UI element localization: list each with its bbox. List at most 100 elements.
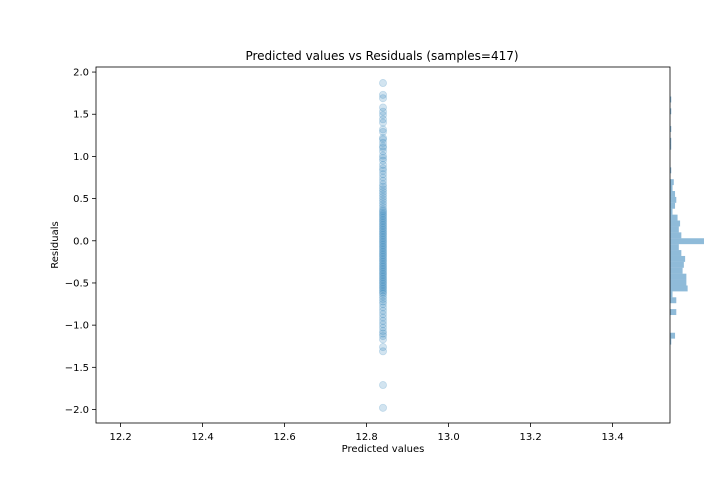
residual-point (378, 185, 387, 194)
y-tick-label: 1.0 (73, 152, 89, 163)
residual-point (378, 90, 387, 99)
residual-point (378, 170, 387, 179)
residual-point (378, 403, 387, 412)
residual-point (378, 219, 387, 228)
residual-point (378, 107, 387, 116)
residual-point (378, 156, 387, 165)
residual-point (378, 230, 387, 239)
residual-point (378, 203, 387, 212)
residual-point (378, 327, 387, 336)
residual-point (378, 94, 387, 103)
residual-point (378, 240, 387, 249)
residual-point (378, 281, 387, 290)
residual-point (378, 237, 387, 246)
histogram-bar (670, 250, 682, 256)
histogram-bar (670, 285, 688, 292)
residual-point (378, 313, 387, 322)
residual-point (378, 180, 387, 189)
residual-point (378, 135, 387, 144)
residual-point (378, 306, 387, 315)
x-tick-label: 12.4 (191, 432, 213, 443)
y-tick-label: −1.0 (65, 321, 89, 332)
residual-point (378, 111, 387, 120)
residual-point (378, 292, 387, 301)
residual-point (378, 247, 387, 256)
residual-point (378, 288, 387, 297)
y-axis-label: Residuals (50, 221, 61, 268)
residual-point (378, 300, 387, 309)
residual-point (378, 303, 387, 312)
residual-point (378, 332, 387, 341)
y-tick-label: 0.0 (73, 236, 89, 247)
chart-title: Predicted values vs Residuals (samples=4… (245, 49, 518, 63)
y-tick-label: 2.0 (73, 68, 89, 79)
residual-point (378, 329, 387, 338)
residual-point (378, 224, 387, 233)
residual-point (378, 142, 387, 151)
residual-point (378, 335, 387, 344)
residual-point (378, 143, 387, 152)
residual-point (378, 125, 387, 134)
y-tick-label: −0.5 (65, 278, 89, 289)
histogram-bar (670, 255, 686, 262)
residual-point (378, 212, 387, 221)
residual-point (378, 200, 387, 209)
y-tick-label: 1.5 (73, 110, 89, 121)
residual-point (378, 164, 387, 173)
residual-point (378, 210, 387, 219)
histogram-bar (670, 191, 676, 197)
residual-point (378, 147, 387, 156)
residual-point (378, 227, 387, 236)
residual-point (378, 251, 387, 260)
y-tick-label: −2.0 (65, 405, 89, 416)
residual-point (378, 242, 387, 251)
histogram-bar (670, 297, 677, 304)
histogram-bar (670, 267, 683, 274)
residual-point (378, 166, 387, 175)
residual-point (378, 244, 387, 253)
residual-point (378, 347, 387, 356)
residual-point (378, 197, 387, 206)
residual-point (378, 229, 387, 238)
histogram-bar (670, 167, 672, 174)
histogram-bar (670, 137, 672, 144)
residual-point (378, 261, 387, 270)
residual-point (378, 283, 387, 292)
residual-point (378, 234, 387, 243)
residual-point (378, 207, 387, 216)
histogram-bar (670, 261, 684, 268)
residual-point (378, 257, 387, 266)
histogram-bar (670, 279, 687, 286)
histogram-bar (670, 244, 679, 251)
residual-point (378, 252, 387, 261)
residual-point (378, 267, 387, 276)
histogram-bar (670, 309, 677, 316)
residual-point (378, 190, 387, 199)
residual-point (378, 176, 387, 185)
residual-point (378, 220, 387, 229)
x-tick-label: 13.2 (519, 432, 541, 443)
residual-point (378, 343, 387, 352)
histogram-bar (670, 202, 676, 209)
histogram-bar (670, 238, 704, 245)
x-tick-label: 12.8 (355, 432, 377, 443)
residual-point (378, 323, 387, 332)
x-tick-label: 12.2 (109, 432, 131, 443)
residual-point (378, 217, 387, 226)
x-axis-label: Predicted values (342, 444, 425, 455)
residual-point (378, 279, 387, 288)
histogram-bar (670, 332, 676, 339)
residual-point (378, 160, 387, 169)
residual-point (378, 232, 387, 241)
residual-point (378, 269, 387, 278)
histogram-bar (670, 273, 687, 280)
x-tick-label: 12.6 (273, 432, 295, 443)
residual-point (378, 310, 387, 319)
residual-point (378, 256, 387, 265)
residual-point (378, 205, 387, 214)
histogram-bar (670, 143, 672, 150)
residual-point (378, 239, 387, 248)
scatter-points (378, 79, 387, 412)
residual-point (378, 297, 387, 306)
